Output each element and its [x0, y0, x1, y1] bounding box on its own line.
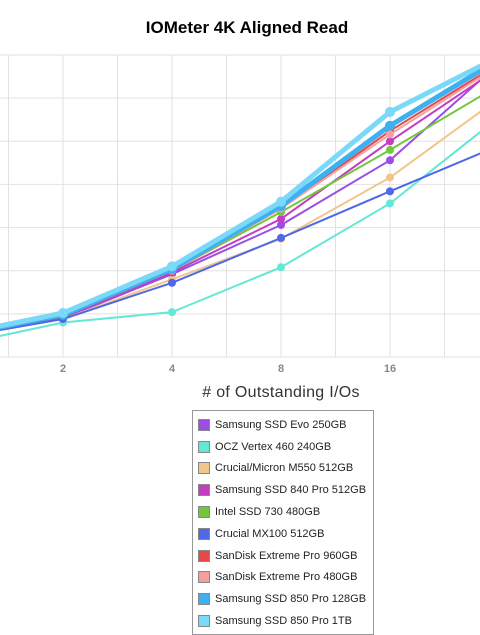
data-point [386, 173, 394, 182]
legend-swatch [198, 549, 210, 562]
legend-swatch [198, 440, 210, 453]
legend-swatch [198, 571, 210, 584]
series-9 [0, 63, 480, 329]
legend-label: Intel SSD 730 480GB [215, 506, 321, 519]
legend-label: Samsung SSD 850 Pro 1TB [215, 615, 352, 628]
legend-item[interactable]: Samsung SSD 850 Pro 128GB [193, 588, 373, 610]
series-line [0, 79, 480, 331]
legend-swatch [198, 615, 210, 628]
legend-item[interactable]: Samsung SSD 850 Pro 1TB [193, 610, 373, 632]
legend-label: Crucial/Micron M550 512GB [215, 462, 354, 475]
series-layer [0, 63, 480, 337]
series-8 [0, 67, 480, 330]
legend-item[interactable]: Crucial/Micron M550 512GB [193, 458, 373, 480]
legend-swatch [198, 527, 210, 540]
data-point [168, 278, 176, 287]
legend-label: OCZ Vertex 460 240GB [215, 440, 332, 453]
legend-label: SanDisk Extreme Pro 480GB [215, 571, 358, 584]
legend-swatch [198, 506, 210, 519]
legend-item[interactable]: Crucial MX100 512GB [193, 523, 373, 545]
series-line [0, 110, 480, 332]
data-point [386, 199, 394, 208]
legend-item[interactable]: OCZ Vertex 460 240GB [193, 436, 373, 458]
data-point [385, 120, 395, 131]
legend-swatch [198, 418, 210, 431]
legend-swatch [198, 484, 210, 497]
legend-swatch [198, 462, 210, 475]
data-point [58, 307, 68, 318]
data-point [277, 263, 285, 272]
data-point [277, 220, 285, 229]
x-tick-label: 16 [384, 363, 396, 375]
series-5 [0, 152, 480, 332]
x-tick-label: 4 [169, 363, 176, 375]
legend: Samsung SSD Evo 250GB OCZ Vertex 460 240G… [192, 410, 374, 635]
x-tick-labels: 2 4 8 16 [60, 363, 396, 375]
legend-item[interactable]: SanDisk Extreme Pro 480GB [193, 567, 373, 589]
legend-item[interactable]: SanDisk Extreme Pro 960GB [193, 545, 373, 567]
series-line [0, 130, 480, 337]
chart-title: IOMeter 4K Aligned Read [145, 18, 349, 37]
data-point [276, 196, 286, 207]
series-1 [0, 130, 480, 337]
x-axis-title: # of Outstanding I/Os [202, 384, 360, 401]
legend-label: SanDisk Extreme Pro 960GB [215, 549, 358, 562]
series-3 [0, 79, 480, 331]
data-point [167, 261, 177, 272]
series-line [0, 152, 480, 332]
data-point [386, 156, 394, 165]
data-point [386, 145, 394, 154]
legend-item[interactable]: Intel SSD 730 480GB [193, 501, 373, 523]
line-chart: 2 4 8 16 [0, 54, 480, 375]
legend-label: Samsung SSD 850 Pro 128GB [215, 593, 367, 606]
x-tick-label: 8 [278, 363, 284, 375]
data-point [386, 187, 394, 196]
data-point [386, 137, 394, 146]
data-point [277, 233, 285, 242]
series-2 [0, 110, 480, 332]
series-line [0, 63, 480, 329]
legend-item[interactable]: Samsung SSD 840 Pro 512GB [193, 479, 373, 501]
legend-label: Samsung SSD Evo 250GB [215, 418, 347, 431]
legend-item[interactable]: Samsung SSD Evo 250GB [193, 414, 373, 436]
legend-label: Samsung SSD 840 Pro 512GB [215, 484, 367, 497]
data-point [386, 130, 394, 139]
legend-swatch [198, 593, 210, 606]
series-line [0, 76, 480, 330]
data-point [168, 308, 176, 317]
legend-label: Crucial MX100 512GB [215, 527, 325, 540]
data-point [385, 106, 395, 117]
data-point [277, 214, 285, 223]
x-tick-label: 2 [60, 363, 66, 375]
